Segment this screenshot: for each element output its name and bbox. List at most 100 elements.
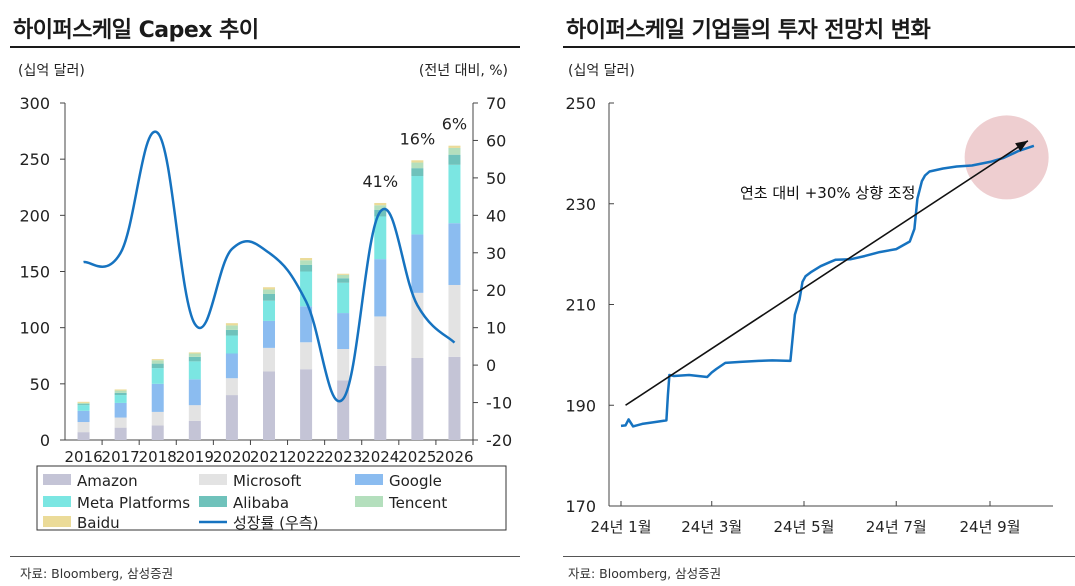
bar-alibaba [151,363,164,369]
left-y-tick-label: 0 [40,431,50,450]
capex-chart-panel: 하이퍼스케일 Capex 추이 (십억 달러) (전년 대비, %) 0 50 100 1… [0,0,530,586]
forecast-chart-panel: 하이퍼스케일 기업들의 투자 전망치 변화 (십억 달러) 170 190 210 23… [553,0,1075,586]
right-y-tick-label: 0 [486,356,496,375]
bar-alibaba [114,392,127,396]
bar-tencent [374,205,387,210]
capex-chart-svg: (십억 달러) (전년 대비, %)050100150200250300-20-1… [18,63,512,532]
forecast-line [620,144,1035,428]
legend-swatch [199,474,227,485]
trend-annotation: 연초 대비 +30% 상향 조정 [740,184,915,202]
bar-alibaba [411,168,424,177]
bar-microsoft [374,316,387,366]
forecast-bottom-rule [563,556,1075,557]
bar-baidu [188,352,201,354]
forecast-chart-svg: (십억 달러) 170 190 210 230 250 24년 1월 24년 3월 24년 5월… [565,63,1053,536]
forecast-x-tick-label: 24년 3월 [681,518,742,536]
bar-alibaba [225,329,238,336]
left-y-tick-label: 250 [19,150,50,169]
bar-baidu [225,323,238,326]
bar-meta-platforms [448,164,461,224]
bar-tencent [448,147,461,155]
bar-amazon [188,420,201,440]
bar-tencent [263,289,275,294]
bar-google [188,379,201,406]
legend-label: Alibaba [233,494,289,512]
right-axis-unit: (전년 대비, %) [419,63,508,79]
growth-annotation-2024: 41% [362,172,398,191]
bar-baidu [300,258,313,261]
trend-arrow-line [625,140,1029,406]
bar-google [151,383,164,412]
right-y-tick-label: 20 [486,281,506,300]
legend-swatch [43,474,71,485]
bar-tencent [225,325,238,330]
x-tick-label: 2019 [176,448,214,466]
growth-annotation-2026: 6% [442,115,467,134]
bar-alibaba [448,154,461,165]
right-y-tick-label: 30 [486,244,506,263]
bar-tencent [337,274,350,279]
bar-baidu [114,389,127,391]
bar-amazon [300,369,313,440]
bar-google [448,223,461,285]
x-tick-label: 2017 [102,448,140,466]
forecast-x-tick-label: 24년 1월 [591,518,652,536]
x-tick-label: 2021 [250,448,288,466]
bar-meta-platforms [188,361,201,380]
growth-annotation-2025: 16% [400,129,436,148]
bar-meta-platforms [337,282,350,314]
bar-baidu [448,145,461,148]
bar-microsoft [300,342,313,370]
forecast-x-tick-label: 24년 5월 [773,518,834,536]
bar-google [263,320,275,348]
bar-meta-platforms [225,335,238,354]
bar-tencent [114,390,127,393]
bar-amazon [114,427,127,440]
bar-microsoft [337,349,350,381]
legend-label: Baidu [77,514,120,532]
bar-microsoft [188,405,201,421]
left-y-tick-label: 50 [30,375,50,394]
legend-label: Microsoft [233,472,301,490]
forecast-y-tick-label: 210 [565,296,596,315]
bar-google [77,410,90,423]
right-y-tick-label: 10 [486,319,506,338]
x-tick-label: 2025 [398,448,436,466]
bar-amazon [151,425,164,440]
bar-google [374,259,387,317]
legend-swatch [199,496,227,507]
x-tick-label: 2020 [213,448,251,466]
legend-label: Google [389,472,442,490]
bar-tencent [300,260,313,265]
trend-arrowhead [1015,140,1028,152]
bar-microsoft [151,411,164,426]
left-y-tick-label: 300 [19,94,50,113]
bar-amazon [411,357,424,440]
bar-alibaba [300,264,313,272]
right-y-tick-label: 50 [486,169,506,188]
legend-box [36,465,507,531]
bar-google [225,353,238,379]
forecast-title-rule [563,46,1075,48]
bar-google [300,306,313,343]
x-tick-label: 2022 [287,448,325,466]
right-y-tick-label: 60 [486,131,506,150]
right-y-tick-label: 70 [486,94,506,113]
forecast-y-tick-label: 250 [565,94,596,113]
bar-baidu [151,359,164,361]
legend-swatch [355,496,383,507]
bar-microsoft [225,378,238,396]
right-y-tick-label: 40 [486,206,506,225]
bar-meta-platforms [411,176,424,235]
bar-microsoft [77,422,90,433]
bar-google [337,313,350,350]
x-tick-label: 2018 [139,448,177,466]
right-y-tick-label: -10 [486,394,512,413]
right-y-tick-label: -20 [486,431,512,450]
bar-amazon [225,395,238,440]
forecast-x-tick-label: 24년 9월 [960,518,1021,536]
bar-amazon [263,371,275,440]
capex-chart-title: 하이퍼스케일 Capex 추이 [13,18,259,43]
bar-tencent [188,353,201,357]
x-tick-label: 2026 [435,448,473,466]
